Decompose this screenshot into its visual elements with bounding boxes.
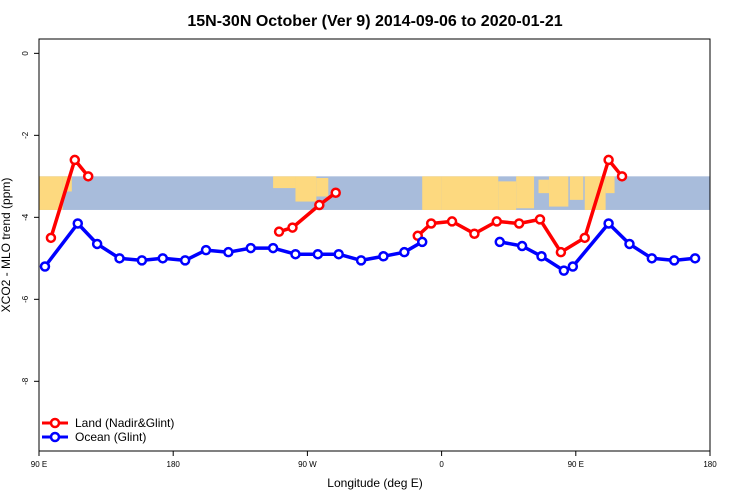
series-layer (39, 154, 701, 276)
data-point[interactable] (513, 218, 525, 229)
map-land (39, 176, 63, 210)
y-tick-label: -8 (21, 377, 30, 385)
map-land (548, 176, 569, 207)
data-point[interactable] (624, 238, 635, 250)
legend-label-ocean: Ocean (Glint) (75, 430, 146, 444)
data-point[interactable] (91, 238, 103, 250)
chart-title: 15N-30N October (Ver 9) 2014-09-06 to 20… (187, 13, 562, 30)
data-point[interactable] (287, 222, 298, 233)
data-point[interactable] (534, 214, 546, 225)
data-point[interactable] (689, 253, 701, 264)
data-point[interactable] (267, 242, 279, 254)
x-axis: 90 E 180 90 W 0 90 E 180 (31, 451, 717, 469)
data-point[interactable] (114, 253, 125, 264)
data-point[interactable] (312, 248, 324, 260)
data-point[interactable] (616, 171, 628, 182)
y-tick-label: 0 (21, 51, 30, 56)
data-point[interactable] (668, 255, 680, 266)
data-point[interactable] (330, 187, 341, 198)
data-point[interactable] (273, 226, 285, 237)
data-point[interactable] (516, 240, 528, 252)
legend-marker-ocean (49, 431, 61, 443)
series-line (278, 191, 337, 234)
x-axis-label: Longitude (deg E) (327, 476, 422, 490)
legend-item-ocean[interactable]: Ocean (Glint) (42, 430, 146, 444)
data-point[interactable] (579, 232, 590, 244)
data-point[interactable] (314, 199, 325, 211)
data-point[interactable] (491, 216, 503, 227)
data-point[interactable] (399, 246, 410, 258)
data-point[interactable] (179, 255, 191, 266)
data-point[interactable] (82, 171, 94, 182)
data-point[interactable] (72, 218, 84, 229)
data-point[interactable] (39, 261, 51, 272)
x-tick-label: 0 (439, 460, 444, 469)
data-point[interactable] (603, 218, 614, 229)
map-land (295, 176, 317, 202)
data-point[interactable] (378, 251, 389, 262)
legend[interactable]: Land (Nadir&Glint) Ocean (Glint) (42, 416, 174, 444)
map-land (605, 176, 615, 194)
world-map-band (39, 176, 710, 210)
data-point[interactable] (45, 232, 57, 244)
data-point[interactable] (536, 251, 547, 262)
x-tick-label: 90 E (31, 460, 47, 469)
data-point[interactable] (290, 248, 301, 260)
data-point[interactable] (200, 244, 212, 256)
map-land (422, 176, 442, 210)
data-point[interactable] (69, 154, 81, 166)
x-tick-label: 90 E (568, 460, 584, 469)
map-land (441, 176, 499, 210)
data-point[interactable] (446, 216, 458, 227)
x-tick-label: 180 (167, 460, 181, 469)
data-point[interactable] (494, 236, 506, 248)
y-axis-label: XCO2 - MLO trend (ppm) (0, 178, 13, 313)
data-point[interactable] (355, 255, 367, 266)
map-land (316, 178, 329, 197)
data-point[interactable] (555, 246, 567, 258)
data-point[interactable] (558, 265, 570, 276)
data-point[interactable] (136, 255, 148, 266)
data-point[interactable] (567, 261, 579, 272)
data-point[interactable] (646, 253, 658, 264)
x-tick-label: 180 (703, 460, 717, 469)
map-land (273, 176, 296, 189)
legend-label-land: Land (Nadir&Glint) (75, 416, 174, 430)
data-point[interactable] (603, 154, 614, 166)
plot-frame (38, 38, 711, 452)
series-ocean (39, 218, 701, 276)
legend-marker-land (49, 417, 61, 429)
y-tick-label: -4 (21, 213, 30, 221)
y-tick-label: -6 (21, 295, 30, 303)
data-point[interactable] (223, 246, 234, 258)
series-line (499, 221, 696, 273)
data-point[interactable] (245, 242, 256, 254)
x-tick-label: 90 W (298, 460, 317, 469)
legend-item-land[interactable]: Land (Nadir&Glint) (42, 416, 174, 430)
data-point[interactable] (469, 228, 480, 239)
data-point[interactable] (157, 253, 169, 264)
map-land (516, 176, 535, 209)
data-point[interactable] (333, 248, 344, 260)
y-axis: 0 -2 -4 -6 -8 (21, 51, 39, 385)
y-tick-label: -2 (21, 131, 30, 139)
map-land (538, 179, 549, 194)
map-land (569, 176, 584, 200)
map-land (498, 181, 517, 210)
data-point[interactable] (425, 218, 437, 229)
series-land (45, 154, 628, 258)
data-point[interactable] (416, 236, 428, 248)
